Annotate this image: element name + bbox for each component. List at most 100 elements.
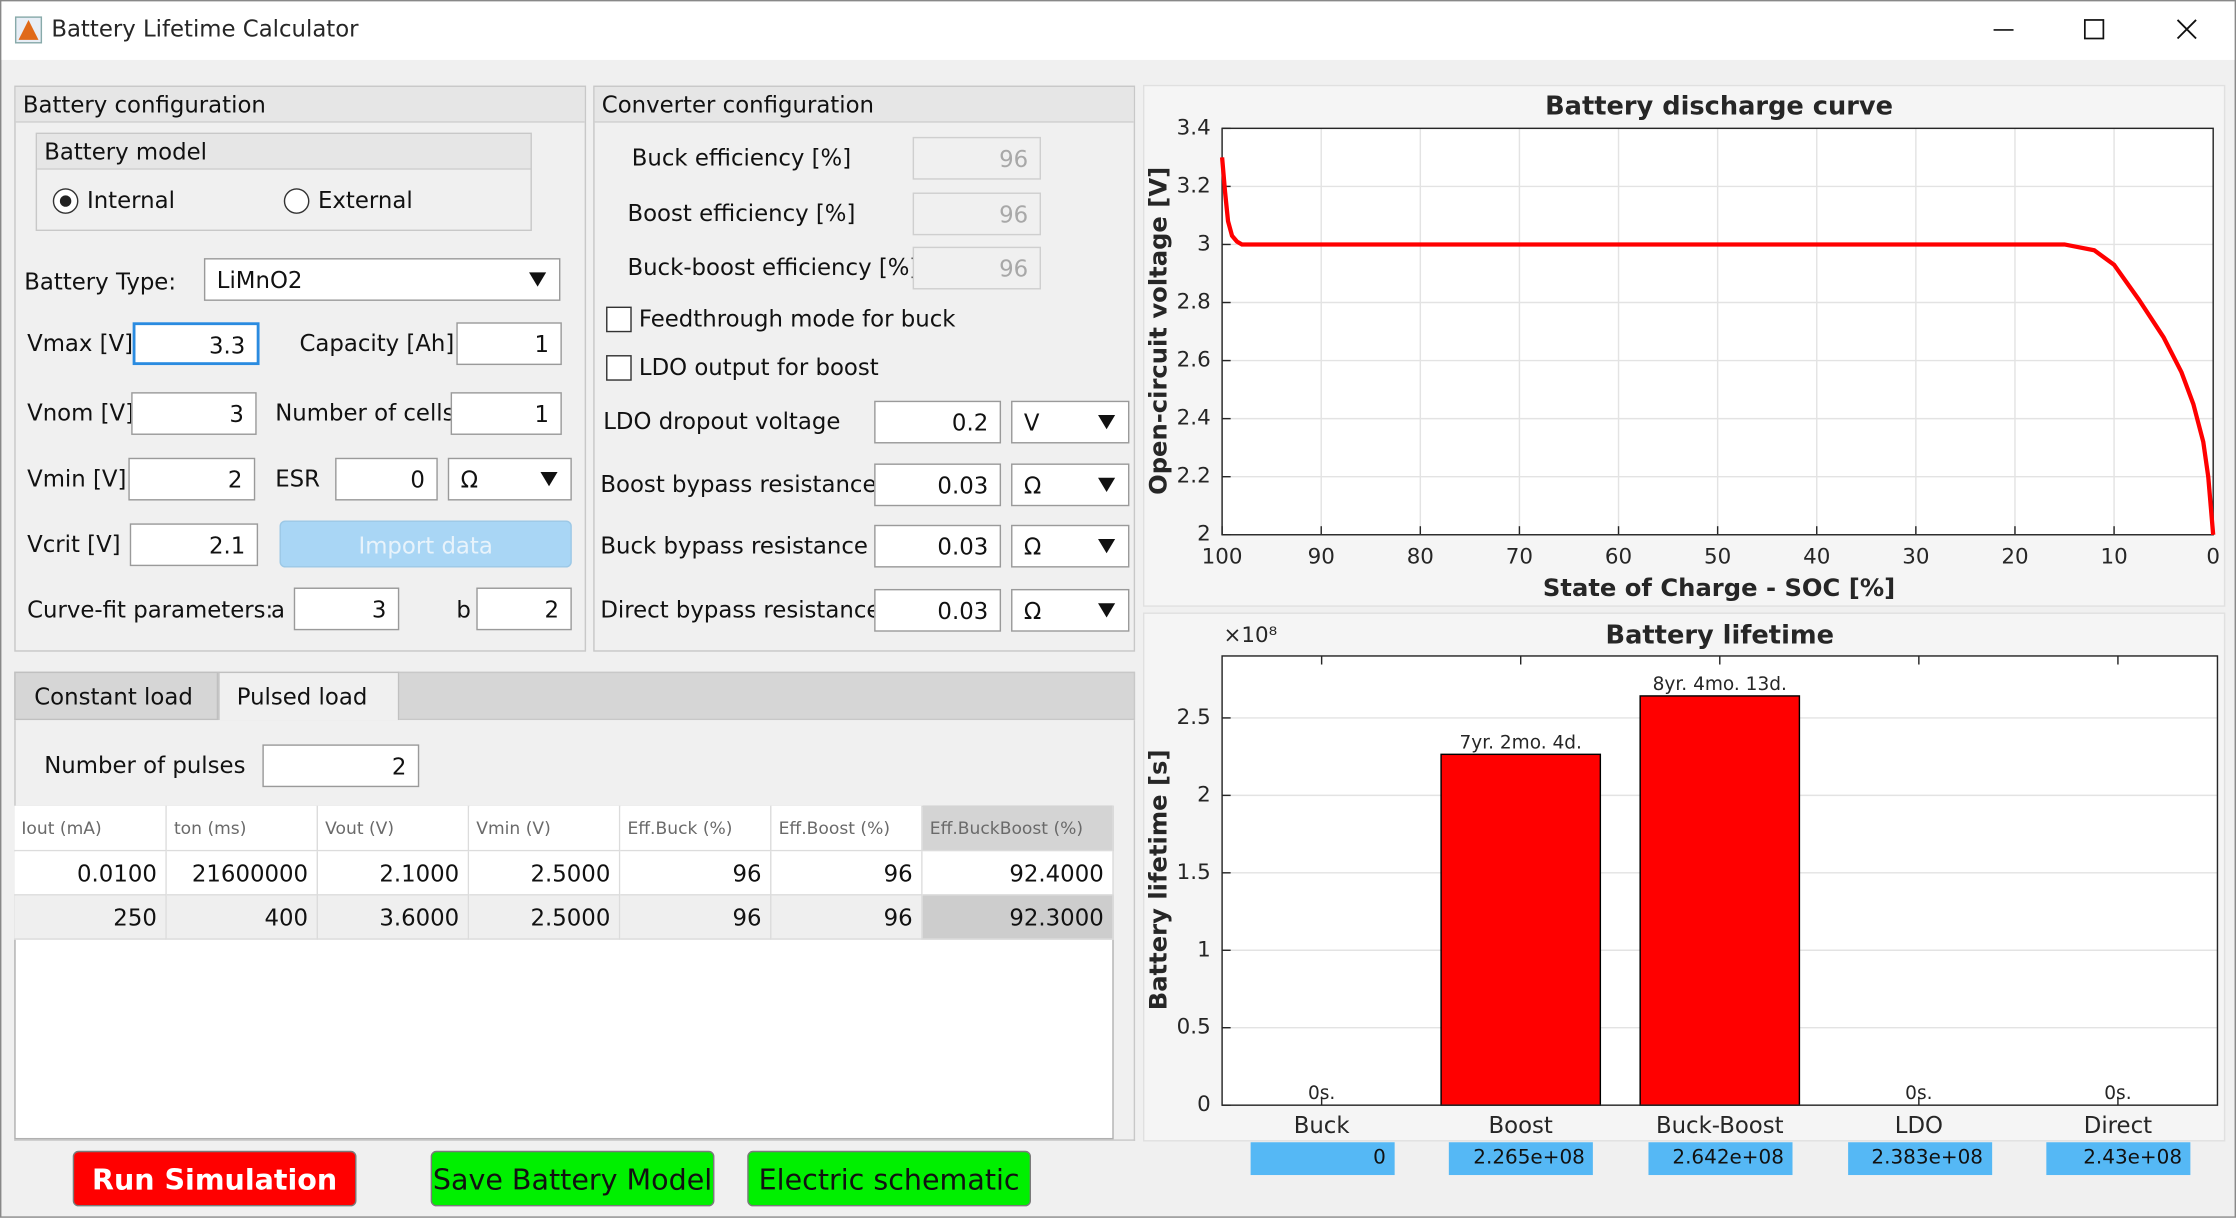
- dropdown-arrow: [1098, 414, 1116, 430]
- param-input[interactable]: 0.03: [874, 588, 1002, 632]
- x-tick-label: 0: [2206, 545, 2220, 570]
- table-cell[interactable]: 2.5000: [469, 851, 621, 896]
- checkbox[interactable]: [606, 306, 632, 333]
- table-cell[interactable]: 2.1000: [318, 851, 470, 896]
- table-cell[interactable]: 2.5000: [469, 895, 621, 940]
- field-input[interactable]: 3: [131, 392, 257, 435]
- import-data-button[interactable]: Import data: [279, 520, 572, 568]
- table-cell[interactable]: 0.0100: [14, 851, 167, 896]
- x-tick-label: 40: [1803, 545, 1830, 570]
- action-button[interactable]: Electric schematic: [747, 1150, 1032, 1207]
- checkbox-label[interactable]: LDO output for boost: [638, 353, 879, 381]
- battery-type-dropdown[interactable]: LiMnO2: [203, 258, 561, 301]
- y-tick-label: 2.4: [1177, 406, 1211, 431]
- table-cell[interactable]: 96: [771, 895, 923, 940]
- table-cell[interactable]: 92.4000: [922, 851, 1114, 896]
- radio-label[interactable]: External: [318, 186, 413, 214]
- dropdown-arrow: [1098, 477, 1116, 492]
- curve-fit-label: Curve-fit parameters:: [27, 596, 274, 624]
- efficiency-label: Boost efficiency [%]: [627, 199, 856, 227]
- y-tick-label: 2.6: [1177, 348, 1211, 373]
- dropdown-arrow: [1098, 603, 1116, 618]
- field-label: Vmax [V]: [27, 329, 134, 357]
- table-cell[interactable]: 21600000: [166, 851, 319, 896]
- x-tick-label: 80: [1407, 545, 1434, 570]
- bar: [1440, 753, 1602, 1106]
- field-input[interactable]: 1: [450, 392, 562, 435]
- field-input[interactable]: 2: [128, 457, 256, 501]
- field-input[interactable]: 2.1: [129, 523, 259, 567]
- field-label: ESR: [275, 464, 320, 492]
- y-tick-label: 2.8: [1177, 290, 1211, 315]
- a-input[interactable]: 3: [293, 587, 400, 631]
- param-input[interactable]: 0.03: [874, 524, 1002, 568]
- table-header[interactable]: Eff.Buck (%): [620, 805, 772, 852]
- table-header[interactable]: Iout (mA): [14, 805, 167, 852]
- bar-value-label: 0s.: [1905, 1083, 1932, 1104]
- field-input[interactable]: 0: [335, 457, 438, 501]
- battery-model-header: [37, 134, 531, 170]
- table-header[interactable]: Vout (V): [318, 805, 470, 852]
- x-tick-label: 30: [1902, 545, 1929, 570]
- result-field: 2.43e+08: [2046, 1142, 2191, 1176]
- field-input[interactable]: 1: [456, 322, 562, 366]
- table-header[interactable]: Eff.Boost (%): [771, 805, 923, 852]
- dropdown-arrow: [529, 272, 547, 287]
- table-header[interactable]: ton (ms): [166, 805, 319, 852]
- maximize-button[interactable]: [2083, 19, 2105, 40]
- table-header[interactable]: Eff.BuckBoost (%): [922, 805, 1114, 852]
- param-input[interactable]: 0.2: [874, 400, 1002, 444]
- x-tick-label: 100: [1202, 545, 1243, 570]
- bar: [1639, 695, 1801, 1106]
- app-icon: [14, 16, 43, 44]
- chart-title: Battery lifetime: [1606, 621, 1834, 651]
- x-tick-label: 50: [1704, 545, 1731, 570]
- field-label: Vcrit [V]: [27, 530, 121, 558]
- param-unit-dropdown[interactable]: Ω: [1011, 463, 1130, 507]
- y-tick-label: 3: [1197, 231, 1211, 256]
- checkbox-label[interactable]: Feedthrough mode for buck: [638, 305, 956, 333]
- table-header[interactable]: Vmin (V): [469, 805, 621, 852]
- action-button[interactable]: Save Battery Model: [430, 1150, 715, 1207]
- esr-unit-dropdown[interactable]: Ω: [447, 457, 572, 501]
- x-tick-label: Direct: [2084, 1113, 2152, 1139]
- efficiency-input: 96: [912, 136, 1041, 180]
- y-tick-label: 0.5: [1177, 1015, 1211, 1040]
- efficiency-input: 96: [912, 192, 1041, 236]
- y-tick-label: 2: [1197, 522, 1211, 547]
- param-input[interactable]: 0.03: [874, 463, 1002, 507]
- pulses-input[interactable]: 2: [262, 744, 420, 788]
- table-cell[interactable]: 3.6000: [318, 895, 470, 940]
- b-input[interactable]: 2: [476, 587, 572, 631]
- tab[interactable]: Constant load: [14, 671, 219, 721]
- y-tick-label: 1: [1197, 937, 1211, 962]
- param-label: Direct bypass resistance: [600, 596, 881, 624]
- field-label: Vmin [V]: [27, 464, 127, 492]
- x-tick-label: LDO: [1895, 1113, 1943, 1139]
- x-tick-label: Buck: [1294, 1113, 1351, 1139]
- field-input[interactable]: 3.3: [132, 322, 260, 366]
- action-button[interactable]: Run Simulation: [72, 1150, 357, 1207]
- y-tick-label: 0: [1197, 1092, 1211, 1117]
- efficiency-input: 96: [912, 246, 1041, 290]
- param-label: Buck bypass resistance: [600, 531, 868, 559]
- radio-button[interactable]: [283, 188, 310, 214]
- checkbox[interactable]: [606, 355, 632, 381]
- table-cell[interactable]: 92.3000: [922, 895, 1114, 940]
- y-tick-label: 3.4: [1177, 115, 1211, 140]
- table-cell[interactable]: 96: [620, 895, 772, 940]
- title-bar: [1, 1, 2235, 60]
- dropdown-arrow: [1098, 539, 1116, 554]
- result-field: 2.642e+08: [1648, 1142, 1793, 1176]
- tab-selected[interactable]: Pulsed load: [218, 671, 400, 721]
- table-cell[interactable]: 400: [166, 895, 319, 940]
- table-cell[interactable]: 96: [771, 851, 923, 896]
- close-button[interactable]: [2176, 19, 2197, 40]
- table-cell[interactable]: 250: [14, 895, 167, 940]
- param-label: Boost bypass resistance: [600, 470, 877, 498]
- battery-type-label: Battery Type:: [24, 268, 177, 296]
- radio-label[interactable]: Internal: [86, 186, 175, 214]
- table-cell[interactable]: 96: [620, 851, 772, 896]
